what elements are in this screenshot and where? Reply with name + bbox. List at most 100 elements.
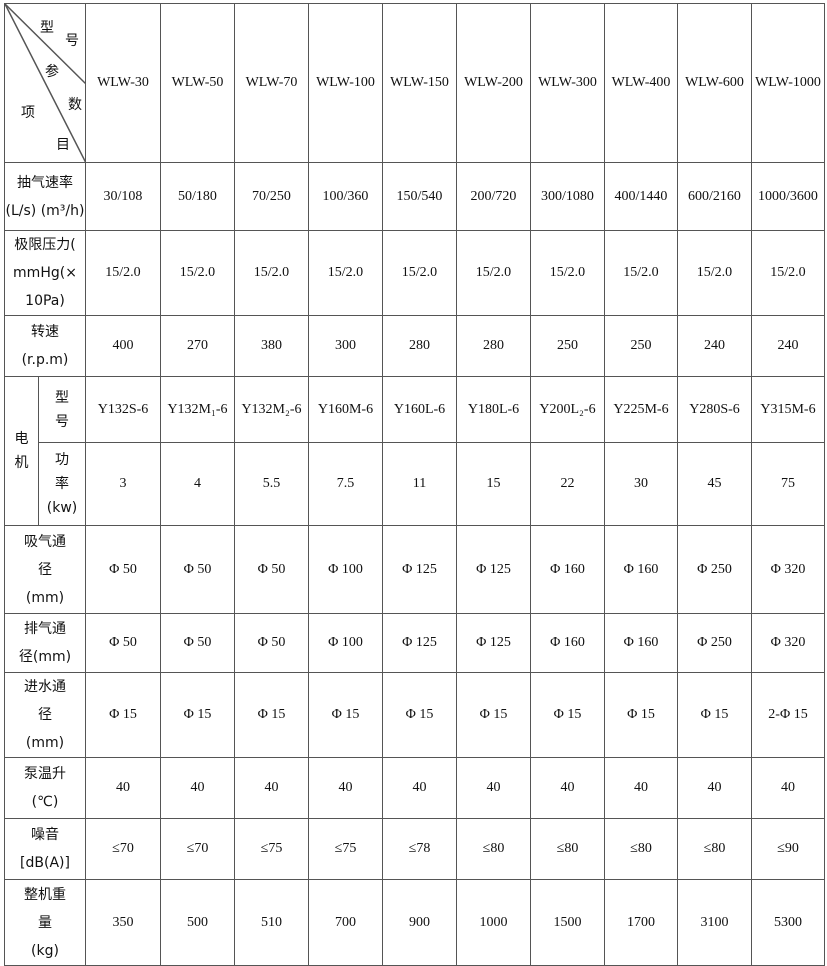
corner-model-char-2: 号 (65, 33, 79, 49)
row-label-line: (kw) (46, 500, 78, 516)
row-label-line: 电 (14, 431, 29, 447)
value-cell: 200/720 (456, 162, 531, 231)
value-cell: Y200L₂-6 (530, 376, 605, 443)
value-cell: Φ 100 (308, 613, 383, 673)
row-label-line: (L/s) (m³/h) (5, 202, 85, 219)
value-cell: 300 (308, 315, 383, 377)
value-cell: 45 (677, 442, 752, 526)
value-cell: Y160M-6 (308, 376, 383, 443)
spec-row: 进水通径 (mm) Φ 15 Φ 15 Φ 15 Φ 15 Φ 15 Φ 15 Φ 15 Φ 15… (4, 672, 825, 758)
value-cell: 15/2.0 (308, 230, 383, 316)
value-cell: ≤80 (677, 818, 752, 880)
value-cell: 15/2.0 (677, 230, 752, 316)
value-cell: ≤80 (530, 818, 605, 880)
value-cell: Φ 15 (160, 672, 235, 758)
row-label-cell: 转速 (r.p.m) (4, 315, 86, 377)
value-cell: 11 (382, 442, 457, 526)
value-cell: Φ 160 (530, 613, 605, 673)
model-header-cell: WLW-70 (234, 3, 309, 163)
row-label-line: 整机重 (24, 886, 66, 903)
spec-row: 极限压力(mmHg(× 10Pa) 15/2.0 15/2.0 15/2.0 15/2.0… (4, 230, 825, 316)
corner-item-char-1: 项 (21, 105, 35, 121)
value-cell: 15/2.0 (85, 230, 161, 316)
row-label-line: 排气通 (24, 621, 66, 637)
value-cell: 40 (234, 757, 309, 819)
row-label-line: 机 (14, 455, 29, 471)
model-header-cell: WLW-200 (456, 3, 531, 163)
value-cell: ≤80 (604, 818, 678, 880)
row-label-cell: 极限压力(mmHg(× 10Pa) (4, 230, 86, 316)
value-cell: Y132M₁-6 (160, 376, 235, 443)
value-cell: Φ 50 (160, 613, 235, 673)
row-label-cell: 整机重量 (kg) (4, 879, 86, 966)
value-cell: 5300 (751, 879, 825, 966)
value-cell: 40 (308, 757, 383, 819)
spec-row: 转速 (r.p.m) 400 270 380 300 280 280 250 250 240 240 (4, 315, 825, 377)
value-cell: 70/250 (234, 162, 309, 231)
row-label-line: 进水通 (24, 679, 66, 695)
value-cell: 250 (530, 315, 605, 377)
row-label-line: 径(mm) (18, 649, 72, 665)
value-cell: 3 (85, 442, 161, 526)
value-cell: Φ 15 (85, 672, 161, 758)
row-label-line: (r.p.m) (21, 352, 69, 368)
model-header-cell: WLW-600 (677, 3, 752, 163)
value-cell: 400/1440 (604, 162, 678, 231)
value-cell: 1500 (530, 879, 605, 966)
row-label-line: mmHg(× (13, 265, 77, 281)
value-cell: Φ 160 (604, 613, 678, 673)
value-cell: 280 (456, 315, 531, 377)
row-label-line: 型 (55, 389, 69, 406)
row-label-cell: 泵温升 (℃) (4, 757, 86, 819)
value-cell: 15/2.0 (530, 230, 605, 316)
corner-header-cell: 型 号 参 数 项 目 (4, 3, 86, 163)
row-label-cell: 噪音 [dB(A)] (4, 818, 86, 880)
value-cell: Φ 320 (751, 613, 825, 673)
value-cell: 600/2160 (677, 162, 752, 231)
value-cell: Φ 15 (456, 672, 531, 758)
row-label-cell: 吸气通径 (mm) (4, 525, 86, 614)
row-label-line: 功 (55, 452, 69, 468)
corner-model-char-1: 型 (40, 20, 54, 36)
corner-param-char-2: 数 (68, 97, 82, 113)
value-cell: 1000 (456, 879, 531, 966)
corner-param-char-1: 参 (45, 64, 59, 80)
diagonal-lines (5, 4, 86, 163)
motor-sub-label: 功率 (kw) (38, 442, 86, 526)
spec-row: 排气通 径(mm) Φ 50 Φ 50 Φ 50 Φ 100 Φ 125 Φ 125 Φ 160… (4, 613, 825, 673)
value-cell: 15 (456, 442, 531, 526)
value-cell: Φ 125 (382, 525, 457, 614)
model-header-cell: WLW-1000 (751, 3, 825, 163)
value-cell: Φ 15 (604, 672, 678, 758)
row-label-line: 极限压力( (14, 237, 76, 253)
value-cell: 400 (85, 315, 161, 377)
row-label-line: (mm) (25, 735, 65, 751)
row-label-line: (kg) (31, 942, 59, 959)
value-cell: 300/1080 (530, 162, 605, 231)
value-cell: Φ 250 (677, 613, 752, 673)
value-cell: ≤75 (308, 818, 383, 880)
value-cell: ≤78 (382, 818, 457, 880)
value-cell: 5.5 (234, 442, 309, 526)
row-label-line: 率 (55, 476, 69, 492)
value-cell: Φ 15 (677, 672, 752, 758)
value-cell: Φ 15 (234, 672, 309, 758)
corner-item-char-2: 目 (56, 137, 70, 153)
value-cell: Φ 320 (751, 525, 825, 614)
model-header-cell: WLW-30 (85, 3, 161, 163)
value-cell: Y225M-6 (604, 376, 678, 443)
value-cell: 1700 (604, 879, 678, 966)
value-cell: 350 (85, 879, 161, 966)
value-cell: 22 (530, 442, 605, 526)
value-cell: ≤80 (456, 818, 531, 880)
value-cell: ≤90 (751, 818, 825, 880)
motor-group-label: 电机 (4, 376, 39, 526)
value-cell: 4 (160, 442, 235, 526)
value-cell: Φ 15 (308, 672, 383, 758)
row-label-line: 号 (55, 413, 69, 430)
value-cell: Φ 50 (234, 613, 309, 673)
row-label-line: 泵温升 (24, 766, 66, 782)
value-cell: 30/108 (85, 162, 161, 231)
row-label-cell: 排气通径(mm) (4, 613, 86, 673)
row-label-line: 径 (38, 561, 52, 578)
